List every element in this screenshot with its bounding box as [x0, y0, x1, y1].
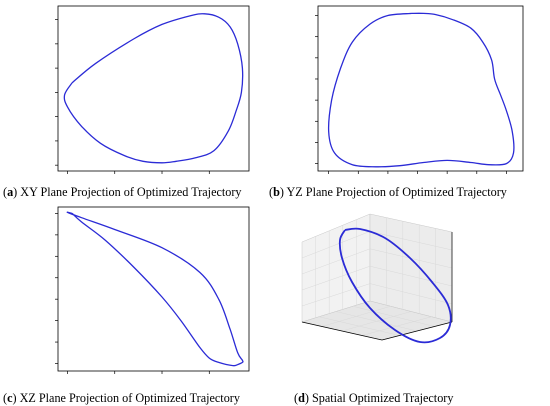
- plot-frame: [317, 5, 524, 172]
- grid-line: [301, 283, 371, 307]
- x-axis-line: [301, 321, 383, 341]
- panel-a-xy-projection: [55, 5, 250, 174]
- panel-d-spatial-3d: [301, 213, 453, 344]
- caption-b: (b) YZ Plane Projection of Optimized Tra…: [269, 185, 508, 199]
- grid-line: [301, 248, 371, 275]
- trajectory-line: [66, 211, 244, 367]
- caption-a: (a) XY Plane Projection of Optimized Tra…: [3, 185, 242, 199]
- trajectory-line: [63, 13, 244, 164]
- trajectory-line: [327, 12, 515, 168]
- grid-line: [321, 306, 391, 327]
- grid-line: [369, 231, 453, 251]
- panel-b-yz-projection: [315, 5, 524, 174]
- y-axis-line: [381, 321, 453, 341]
- grid-line: [301, 231, 371, 259]
- caption-d: (d) Spatial Optimized Trajectory: [294, 391, 454, 405]
- grid-line: [361, 316, 432, 336]
- grid-line: [369, 265, 453, 287]
- grid-line: [369, 283, 453, 305]
- panel-c-xz-projection: [55, 206, 250, 374]
- caption-c: (c) XZ Plane Projection of Optimized Tra…: [3, 391, 241, 405]
- trajectory-line: [338, 227, 452, 344]
- grid-line: [341, 311, 412, 332]
- grid-line: [301, 265, 371, 291]
- plot-frame: [57, 206, 250, 372]
- plot-frame: [57, 5, 250, 172]
